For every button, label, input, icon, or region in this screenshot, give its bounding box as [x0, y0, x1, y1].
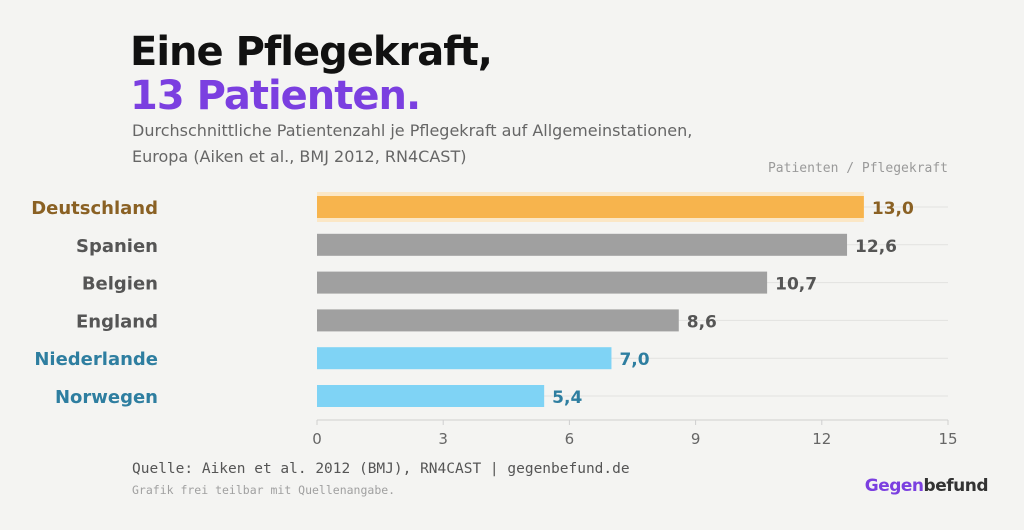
x-tick-label: 3: [438, 430, 448, 448]
title-line-2: 13 Patienten.: [130, 73, 421, 119]
x-tick-label: 12: [812, 430, 831, 448]
value-label: 12,6: [855, 237, 897, 257]
brand-part-2: befund: [923, 476, 989, 496]
brand-part-1: Gegen: [864, 476, 924, 496]
title-line-1: Eine Pflegekraft,: [130, 29, 493, 75]
x-tick-label: 15: [938, 430, 957, 448]
category-label: Belgien: [82, 274, 158, 295]
bar: [317, 385, 545, 407]
value-label: 7,0: [619, 350, 649, 370]
chart-subtitle: Durchschnittliche Patientenzahl je Pfleg…: [132, 121, 693, 166]
value-label: 5,4: [552, 388, 582, 408]
bar: [317, 347, 612, 370]
category-label: Deutschland: [31, 198, 158, 219]
share-note: Grafik frei teilbar mit Quellenangabe.: [132, 483, 396, 497]
value-label: 8,6: [687, 312, 717, 332]
value-label: 13,0: [872, 199, 914, 219]
bar: [317, 309, 679, 332]
category-label: Spanien: [76, 236, 158, 257]
brand-logo: Gegenbefund: [864, 476, 989, 496]
bar: [317, 196, 864, 218]
chart-title: Eine Pflegekraft, 13 Patienten.: [130, 29, 493, 119]
category-label: Niederlande: [34, 349, 158, 370]
source-note: Quelle: Aiken et al. 2012 (BMJ), RN4CAST…: [132, 461, 630, 477]
x-tick-label: 9: [691, 430, 701, 448]
category-label: Norwegen: [55, 387, 158, 408]
category-label: England: [76, 311, 158, 332]
bar: [317, 233, 848, 256]
x-tick-label: 6: [565, 430, 575, 448]
axis-unit-label: Patienten / Pflegekraft: [767, 161, 948, 176]
value-label: 10,7: [775, 275, 817, 295]
bar: [317, 271, 768, 294]
x-tick-label: 0: [312, 430, 322, 448]
